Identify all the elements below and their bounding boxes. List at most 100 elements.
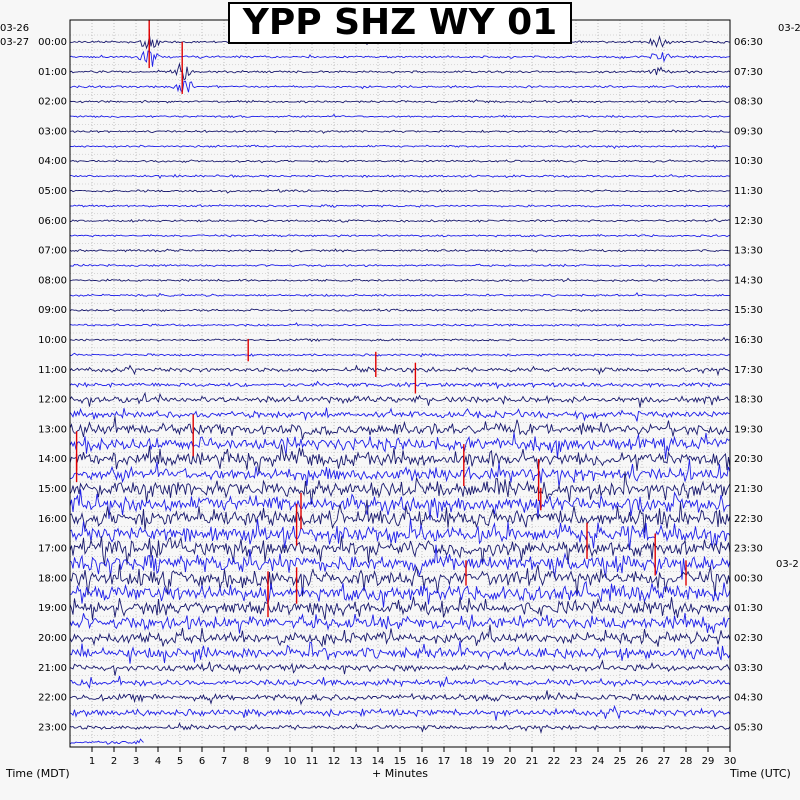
x-tick-label: 16	[416, 756, 429, 767]
right-hour-label: 20:30	[734, 454, 763, 465]
seismic-trace	[69, 659, 731, 676]
right-hour-label: 03:30	[734, 663, 763, 674]
seismic-trace	[69, 391, 731, 408]
right-hour-label: 05:30	[734, 722, 763, 733]
x-tick-label: 24	[592, 756, 605, 767]
date-label-right-mid: 03-2	[776, 559, 799, 570]
x-axis-ticks: 1 2 3 4 5 6 7 8 9 10 11 12 13 14 15 16 17 18 19 20 21 22 23 24 2…	[89, 747, 737, 767]
seismic-trace	[69, 596, 731, 620]
seismic-trace	[69, 416, 730, 440]
right-time-labels: 06:30 07:30 08:30 09:30 10:30 11:30 12:30 13:30…	[734, 37, 763, 733]
x-tick-label: 22	[548, 756, 561, 767]
left-hour-label: 00:00	[38, 37, 67, 48]
seismic-trace	[69, 444, 731, 474]
seismic-trace	[69, 277, 730, 283]
seismic-trace	[69, 690, 731, 706]
seismic-trace	[69, 50, 731, 67]
x-tick-label: 14	[372, 756, 385, 767]
grid	[70, 20, 730, 747]
seismic-trace	[69, 159, 731, 164]
seismic-trace	[69, 432, 731, 460]
x-tick-label: 28	[680, 756, 693, 767]
right-hour-label: 01:30	[734, 603, 763, 614]
seismic-trace	[69, 459, 731, 488]
right-hour-label: 14:30	[734, 275, 763, 286]
right-hour-label: 07:30	[734, 67, 763, 78]
left-hour-label: 18:00	[38, 573, 67, 584]
seismic-trace	[69, 722, 731, 734]
right-hour-label: 09:30	[734, 126, 763, 137]
x-tick-label: 17	[438, 756, 451, 767]
seismic-trace	[69, 113, 731, 119]
x-tick-label: 27	[658, 756, 671, 767]
left-hour-label: 11:00	[38, 365, 67, 376]
x-tick-label: 1	[89, 756, 95, 767]
x-tick-label: 9	[265, 756, 271, 767]
seismic-trace	[69, 624, 731, 648]
x-tick-label: 7	[221, 756, 227, 767]
x-tick-label: 18	[460, 756, 473, 767]
seismic-trace	[69, 580, 731, 608]
left-hour-label: 15:00	[38, 484, 67, 495]
right-hour-label: 06:30	[734, 37, 763, 48]
x-tick-label: 2	[111, 756, 117, 767]
left-hour-label: 14:00	[38, 454, 67, 465]
right-hour-label: 12:30	[734, 216, 763, 227]
seismic-trace	[69, 129, 731, 134]
seismic-trace	[70, 173, 731, 180]
left-hour-label: 06:00	[38, 216, 67, 227]
seismic-trace	[69, 62, 731, 81]
seismic-trace	[69, 336, 731, 343]
x-tick-label: 25	[614, 756, 627, 767]
date-label-right-top: 03-2	[778, 23, 800, 34]
left-hour-label: 01:00	[38, 67, 67, 78]
x-tick-label: 30	[724, 756, 737, 767]
seismic-trace	[69, 471, 731, 505]
left-hour-label: 10:00	[38, 335, 67, 346]
x-tick-label: 11	[306, 756, 319, 767]
date-label-left-start: 03-27	[0, 37, 29, 48]
seismic-trace	[69, 489, 731, 521]
seismic-trace	[69, 144, 731, 150]
left-hour-label: 22:00	[38, 693, 67, 704]
right-hour-label: 13:30	[734, 246, 763, 257]
seismic-trace	[69, 675, 731, 689]
right-hour-label: 17:30	[734, 365, 763, 376]
left-hour-label: 05:00	[38, 186, 67, 197]
left-hour-label: 07:00	[38, 246, 67, 257]
left-hour-label: 13:00	[38, 424, 67, 435]
x-tick-label: 26	[636, 756, 649, 767]
seismic-trace	[69, 380, 731, 390]
seismic-trace	[69, 499, 731, 533]
seismic-trace	[69, 738, 144, 745]
seismic-trace	[69, 322, 731, 327]
left-hour-label: 04:00	[38, 156, 67, 167]
right-hour-label: 15:30	[734, 305, 763, 316]
x-tick-label: 10	[284, 756, 297, 767]
left-hour-label: 17:00	[38, 544, 67, 555]
left-hour-label: 20:00	[38, 633, 67, 644]
left-hour-label: 12:00	[38, 395, 67, 406]
seismic-trace	[69, 99, 731, 104]
seismic-trace	[69, 218, 731, 223]
right-hour-label: 00:30	[734, 573, 763, 584]
x-tick-label: 19	[482, 756, 495, 767]
seismic-trace	[69, 612, 730, 634]
chart-title: YPP SHZ WY 01	[228, 2, 572, 44]
left-hour-label: 09:00	[38, 305, 67, 316]
right-hour-label: 16:30	[734, 335, 763, 346]
seismic-trace	[69, 188, 731, 194]
date-label-left-top: 03-26	[0, 23, 29, 34]
right-hour-label: 02:30	[734, 633, 763, 644]
seismic-trace	[69, 564, 731, 597]
x-tick-label: 3	[133, 756, 139, 767]
x-tick-label: 23	[570, 756, 583, 767]
left-hour-label: 23:00	[38, 722, 67, 733]
seismic-trace	[69, 292, 730, 298]
seismic-trace	[69, 544, 731, 580]
right-hour-label: 22:30	[734, 514, 763, 525]
seismic-trace	[69, 364, 731, 377]
x-tick-label: 8	[243, 756, 249, 767]
